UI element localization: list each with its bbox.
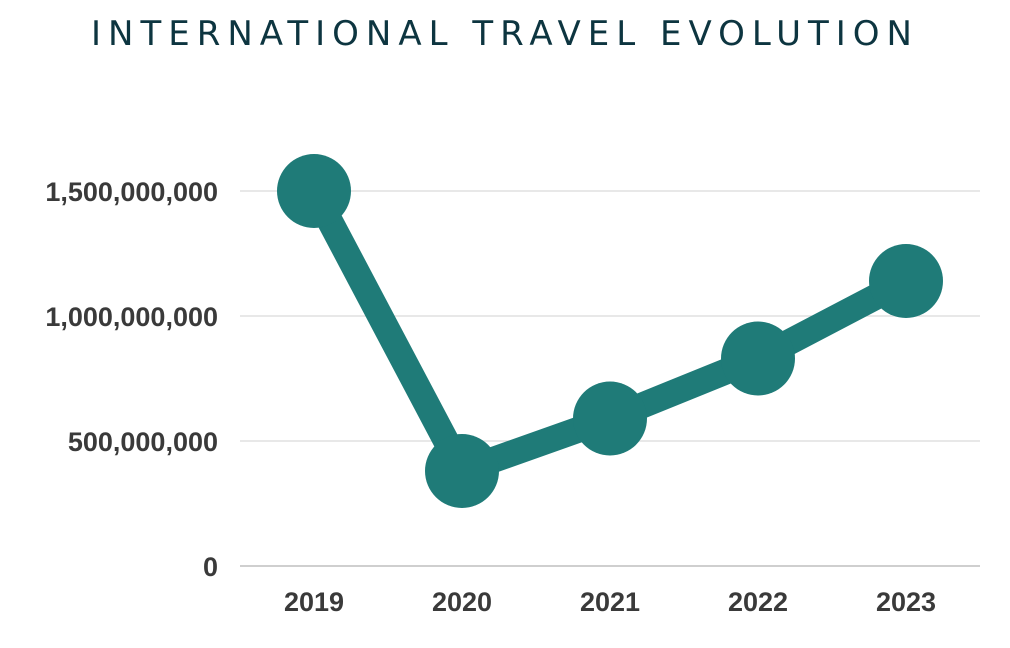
x-tick-label: 2019 xyxy=(284,587,344,617)
axes: 0 500,000,000 1,000,000,000 1,500,000,000 20… xyxy=(45,177,980,617)
series-layer xyxy=(277,154,943,508)
y-tick-label: 1,000,000,000 xyxy=(45,302,218,332)
data-point-2022 xyxy=(721,321,795,396)
x-tick-label: 2020 xyxy=(432,587,492,617)
data-point-2023 xyxy=(869,244,943,318)
x-tick-label: 2022 xyxy=(728,587,788,617)
data-point-2021 xyxy=(573,381,647,456)
data-point-2019 xyxy=(277,154,351,228)
y-tick-label: 0 xyxy=(203,552,218,582)
data-point-2020 xyxy=(425,434,499,508)
chart-title: INTERNATIONAL TRAVEL EVOLUTION xyxy=(90,14,919,54)
y-tick-label: 1,500,000,000 xyxy=(45,177,218,207)
y-tick-label: 500,000,000 xyxy=(68,427,218,457)
x-tick-label: 2021 xyxy=(580,587,640,617)
x-tick-label: 2023 xyxy=(876,587,936,617)
